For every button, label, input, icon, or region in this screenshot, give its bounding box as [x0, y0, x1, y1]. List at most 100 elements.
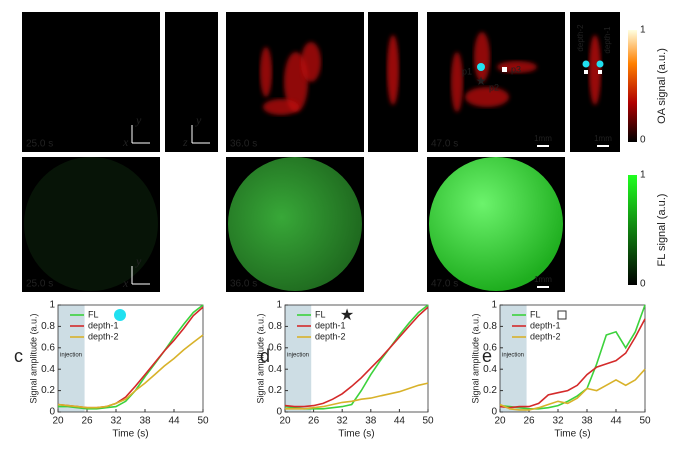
- x-tick-label: 50: [639, 416, 651, 427]
- plot-frame: [284, 304, 429, 413]
- time-label: 47.0 s: [431, 279, 458, 290]
- marker-p3: [584, 70, 588, 74]
- injection-shade: [285, 305, 312, 412]
- colorbar: [628, 175, 637, 285]
- x-tick-label: 38: [365, 416, 377, 427]
- y-tick-label: 0: [276, 407, 282, 418]
- x-axis-label: Time (s): [112, 429, 148, 440]
- time-label: 47.0 s: [431, 139, 458, 150]
- x-tick-label: 20: [494, 416, 506, 427]
- colorbar-label: OA signal (a.u.): [656, 48, 668, 124]
- legend-text: FL: [315, 309, 326, 319]
- legend-text: depth-1: [315, 320, 346, 330]
- y-tick-label: 1: [491, 300, 497, 311]
- series-line: [499, 304, 646, 410]
- legend-text: depth-2: [530, 331, 561, 341]
- x-tick-label: 26: [81, 416, 93, 427]
- y-tick-label: 0.4: [41, 364, 55, 375]
- x-tick-label: 38: [139, 416, 151, 427]
- y-tick-label: 0.2: [268, 385, 282, 396]
- oa-vessel: [263, 99, 299, 115]
- oa-vessel: [465, 87, 509, 107]
- marker-p3: [502, 67, 507, 72]
- oa-image: [22, 12, 160, 152]
- x-tick-label: 20: [52, 416, 64, 427]
- label: depth-1: [603, 26, 612, 54]
- y-tick-label: 0.2: [483, 385, 497, 396]
- y-tick-label: 0: [491, 407, 497, 418]
- injection-shade: [58, 305, 85, 412]
- marker-p1: [477, 63, 485, 71]
- x-tick-label: 50: [422, 416, 434, 427]
- time-label: 36.0 s: [230, 139, 257, 150]
- x-axis-label: Time (s): [338, 429, 374, 440]
- series-line: [499, 318, 646, 409]
- marker-p3: [598, 70, 602, 74]
- injection-shade: [500, 305, 527, 412]
- oa-vessel: [589, 35, 601, 105]
- plot-frame: [57, 304, 204, 413]
- scale-bar: [537, 286, 549, 288]
- y-axis-label: Signal amplitude (a.u.): [255, 313, 265, 403]
- legend-text: depth-2: [315, 331, 346, 341]
- x-tick-label: 20: [279, 416, 291, 427]
- y-tick-label: 0.8: [41, 321, 55, 332]
- y-tick-label: 1: [49, 300, 55, 311]
- colorbar-max: 1: [640, 25, 646, 36]
- scale-bar: [537, 145, 549, 147]
- label: 1mm: [534, 275, 552, 284]
- label: 1mm: [534, 134, 552, 143]
- panel-letter: e: [482, 346, 492, 366]
- colorbar: [628, 30, 637, 142]
- y-tick-label: 1: [276, 300, 282, 311]
- label: p1: [462, 66, 472, 76]
- y-tick-label: 0.2: [41, 385, 55, 396]
- marker-p1: [596, 60, 604, 68]
- injection-label: injection: [287, 353, 309, 359]
- panel-letter: d: [260, 346, 270, 366]
- legend-icon: [114, 309, 126, 321]
- colorbar-min: 0: [640, 135, 646, 146]
- label: x: [122, 276, 129, 290]
- label: p2: [489, 82, 499, 92]
- x-tick-label: 38: [581, 416, 593, 427]
- x-tick-label: 32: [110, 416, 122, 427]
- oa-vessel: [387, 35, 399, 105]
- oa-vessel: [451, 52, 463, 112]
- legend-icon: [557, 310, 567, 320]
- marker-star: ★: [476, 74, 487, 88]
- y-tick-label: 0.4: [268, 364, 282, 375]
- x-tick-label: 32: [337, 416, 349, 427]
- injection-label: injection: [502, 353, 524, 359]
- label: y: [135, 254, 142, 268]
- time-label: 25.0 s: [26, 139, 53, 150]
- injection-label: injection: [60, 353, 82, 359]
- y-tick-label: 0.6: [41, 342, 55, 353]
- oa-image: [427, 12, 565, 152]
- legend-text: FL: [530, 309, 541, 319]
- y-tick-label: 0: [49, 407, 55, 418]
- label: p3: [511, 64, 521, 74]
- y-axis-label: Signal amplitude (a.u.): [28, 313, 38, 403]
- x-tick-label: 26: [523, 416, 535, 427]
- scale-bar: [597, 145, 609, 147]
- marker-p1: [582, 60, 590, 68]
- label: x: [122, 135, 129, 149]
- label: 1mm: [594, 134, 612, 143]
- series-line: [285, 382, 429, 410]
- series-line: [499, 368, 646, 411]
- label: depth-2: [576, 24, 585, 52]
- label: z: [182, 135, 188, 149]
- series-line: [284, 306, 429, 408]
- series-line: [57, 334, 204, 409]
- colorbar-min: 0: [640, 279, 646, 290]
- panel-letter: c: [14, 346, 23, 366]
- colorbar-max: 1: [640, 170, 646, 181]
- legend-text: depth-1: [88, 320, 119, 330]
- legend-text: FL: [88, 309, 99, 319]
- x-tick-label: 44: [168, 416, 180, 427]
- label: y: [135, 113, 142, 127]
- x-tick-label: 26: [308, 416, 320, 427]
- y-tick-label: 0.8: [483, 321, 497, 332]
